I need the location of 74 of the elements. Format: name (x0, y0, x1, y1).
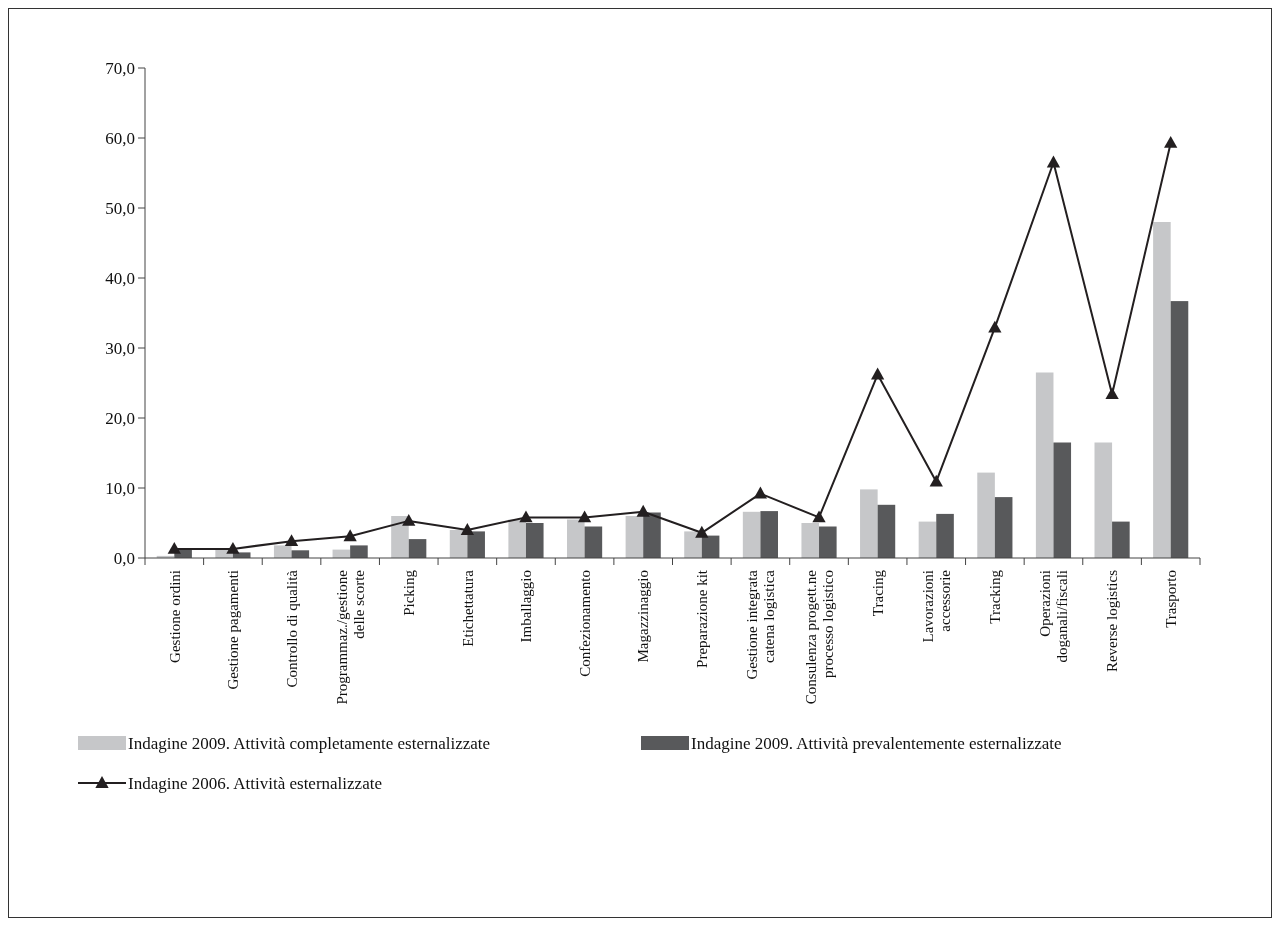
bar (994, 497, 1013, 558)
bar (525, 523, 544, 558)
y-tick-label: 50,0 (105, 198, 135, 218)
bar (1112, 521, 1130, 558)
bar (742, 511, 761, 558)
y-tick-label: 20,0 (105, 408, 135, 428)
bar (1170, 301, 1189, 558)
x-tick-label: Lavorazioni accessorie (920, 569, 953, 643)
y-tick-label: 30,0 (105, 338, 135, 358)
y-tick-label: 40,0 (105, 268, 135, 288)
x-tick-label: Gestione integrata catena logistica (744, 569, 777, 680)
legend-label: Indagine 2009. Attività completamente esternalizzate (128, 733, 491, 753)
bar (860, 489, 878, 558)
bar (1053, 442, 1072, 558)
legend-label: Indagine 2006. Attività esternalizzate (128, 773, 382, 793)
x-tick-label: Tracing (869, 569, 886, 617)
point (226, 541, 240, 554)
bar (584, 526, 603, 558)
x-tick-label: Tracking (987, 569, 1004, 624)
bar (877, 504, 896, 558)
x-tick-label: Confezionamento (576, 570, 593, 677)
point (870, 367, 885, 380)
bar (391, 516, 409, 558)
y-tick-label: 10,0 (105, 478, 135, 498)
x-tick-label: Gestione pagamenti (225, 570, 242, 690)
bar (350, 545, 368, 558)
y-tick-label: 70,0 (105, 58, 135, 78)
point (343, 529, 357, 542)
bar (643, 512, 661, 558)
bar (1153, 222, 1171, 558)
legend-label: Indagine 2009. Attività prevalentemente esternalizzate (691, 733, 1062, 753)
bar (408, 539, 427, 558)
bar (936, 513, 954, 558)
point (460, 523, 475, 535)
point (402, 513, 416, 526)
bar (273, 545, 292, 558)
point (929, 474, 943, 487)
x-tick-label: Gestione ordini (166, 570, 183, 663)
bar (1035, 372, 1054, 558)
x-tick-label: Reverse logistics (1104, 569, 1121, 673)
bar (1094, 442, 1113, 558)
x-tick-label: Picking (401, 569, 417, 616)
bar (819, 526, 837, 558)
bar (977, 472, 995, 558)
point (695, 525, 709, 538)
bar (467, 531, 485, 558)
point (753, 486, 768, 499)
x-tick-label: Preparazione kit (694, 569, 711, 668)
point (1046, 155, 1061, 168)
x-tick-label: Programmaz./gestione delle scorte (334, 569, 367, 705)
bar (625, 516, 644, 558)
x-tick-label: Imballaggio (518, 570, 535, 643)
bar (760, 511, 778, 558)
bar (508, 519, 526, 558)
point (636, 504, 650, 517)
point (577, 510, 592, 523)
point (1105, 387, 1119, 400)
bar (567, 519, 585, 558)
x-tick-label: Etichettatura (459, 569, 476, 647)
bar (684, 531, 702, 558)
x-tick-label: Controllo di qualità (283, 569, 300, 688)
point (1164, 135, 1178, 148)
bar (918, 521, 937, 558)
bar (801, 523, 820, 558)
x-tick-label: Magazzinaggio (635, 570, 652, 663)
point (284, 534, 299, 547)
point (167, 541, 181, 554)
point (519, 510, 533, 523)
y-tick-label: 60,0 (105, 128, 135, 148)
point (812, 510, 826, 523)
x-tick-label: Operazioni doganali/fiscali (1037, 570, 1070, 663)
y-tick-label: 0,0 (113, 548, 135, 568)
x-tick-label: Trasporto (1162, 570, 1179, 628)
point (988, 320, 1002, 333)
